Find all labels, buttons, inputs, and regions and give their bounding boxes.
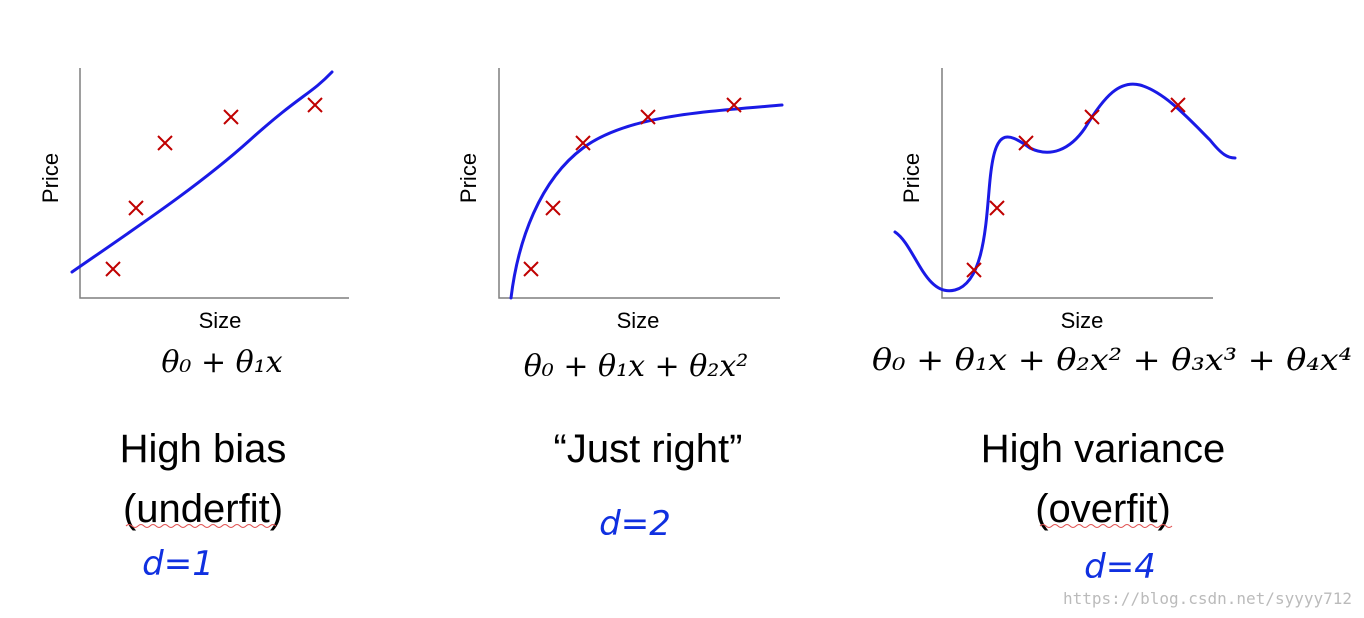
caption: “Just right” bbox=[554, 427, 743, 471]
formula: θ₀ + θ₁x + θ₂x² + θ₃x³ + θ₄x⁴ bbox=[872, 343, 1352, 378]
data-points bbox=[523, 97, 742, 277]
axes bbox=[941, 68, 1213, 299]
formula: θ₀ + θ₁x bbox=[161, 345, 282, 380]
fit-curve bbox=[893, 82, 1237, 293]
fit-curve bbox=[70, 70, 334, 274]
spell-underline bbox=[1039, 524, 1173, 528]
x-label: Size bbox=[617, 308, 660, 333]
handwritten-note: d=2 bbox=[599, 504, 671, 544]
caption: (underfit) bbox=[123, 487, 283, 531]
handwritten-note: d=4 bbox=[1084, 547, 1156, 587]
panel-overfit: Price Size θ₀ + θ₁x + θ₂x² + θ₃x³ + θ₄x⁴… bbox=[872, 68, 1352, 587]
cross bbox=[105, 97, 323, 277]
y-label: Price bbox=[456, 153, 481, 203]
spell-underline bbox=[125, 524, 277, 528]
panel-just-right: Price Size θ₀ + θ₁x + θ₂x² “Just right” … bbox=[456, 68, 784, 544]
x-label: Size bbox=[199, 308, 242, 333]
panel-underfit: Price Size θ₀ + θ₁x High bias (underfit)… bbox=[38, 68, 349, 584]
caption: High bias bbox=[120, 427, 287, 471]
x-label: Size bbox=[1061, 308, 1104, 333]
axes bbox=[498, 68, 780, 299]
formula: θ₀ + θ₁x + θ₂x² bbox=[524, 349, 749, 384]
caption: (overfit) bbox=[1035, 487, 1171, 531]
watermark: https://blog.csdn.net/syyyy712 bbox=[1063, 589, 1352, 608]
axes bbox=[79, 68, 349, 299]
data-points bbox=[105, 97, 323, 277]
data-points bbox=[966, 97, 1186, 278]
cross bbox=[966, 97, 1186, 278]
handwritten-note: d=1 bbox=[142, 544, 214, 584]
caption: High variance bbox=[981, 427, 1226, 471]
cross bbox=[523, 97, 742, 277]
fit-curve bbox=[509, 103, 784, 300]
y-label: Price bbox=[38, 153, 63, 203]
y-label: Price bbox=[899, 153, 924, 203]
